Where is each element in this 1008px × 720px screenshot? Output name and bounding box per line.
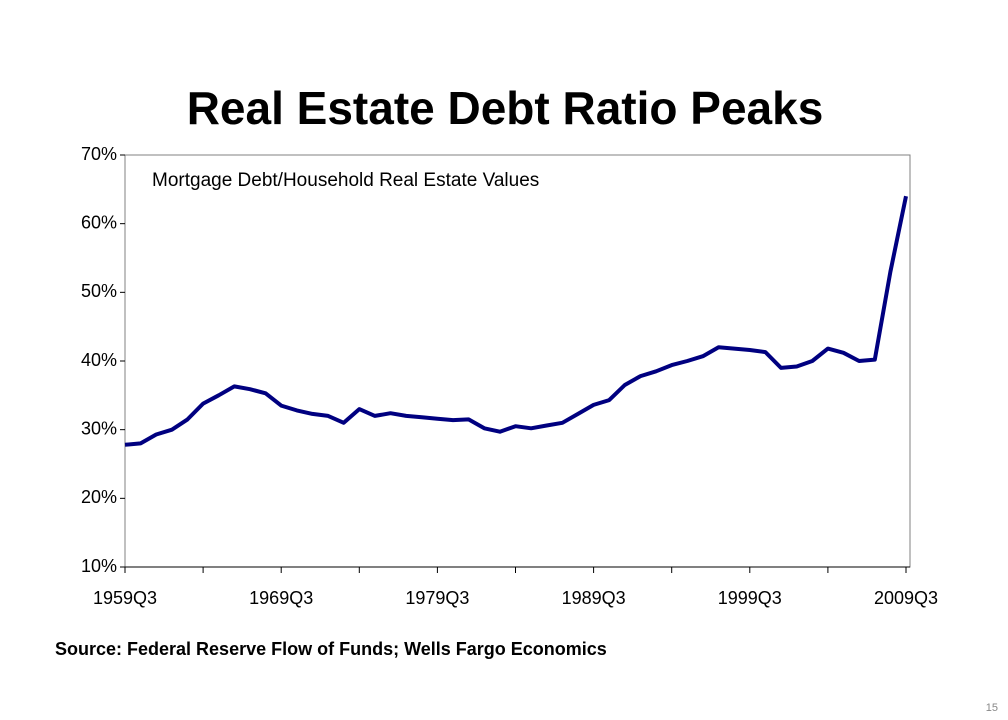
x-tick-label: 1999Q3 — [718, 588, 782, 608]
plot-area — [124, 154, 911, 568]
source: Source: Federal Reserve Flow of Funds; W… — [55, 639, 607, 659]
y-tick-label: 70% — [81, 144, 117, 164]
data-line — [124, 195, 908, 447]
chart-title: Real Estate Debt Ratio Peaks — [187, 82, 824, 134]
x-tick-label: 1959Q3 — [93, 588, 157, 608]
page-number: 15 — [986, 702, 998, 714]
y-tick-label: 50% — [81, 281, 117, 301]
x-tick-label: 1979Q3 — [405, 588, 469, 608]
x-tick-label: 1989Q3 — [562, 588, 626, 608]
x-tick-label: 1969Q3 — [249, 588, 313, 608]
y-tick-label: 60% — [81, 212, 117, 232]
y-tick-label: 10% — [81, 556, 117, 576]
y-tick-label: 30% — [81, 418, 117, 438]
x-tick-label: 2009Q3 — [874, 588, 938, 608]
y-tick-label: 40% — [81, 350, 117, 370]
y-tick-label: 20% — [81, 487, 117, 507]
annotation: Mortgage Debt/Household Real Estate Valu… — [152, 170, 539, 191]
